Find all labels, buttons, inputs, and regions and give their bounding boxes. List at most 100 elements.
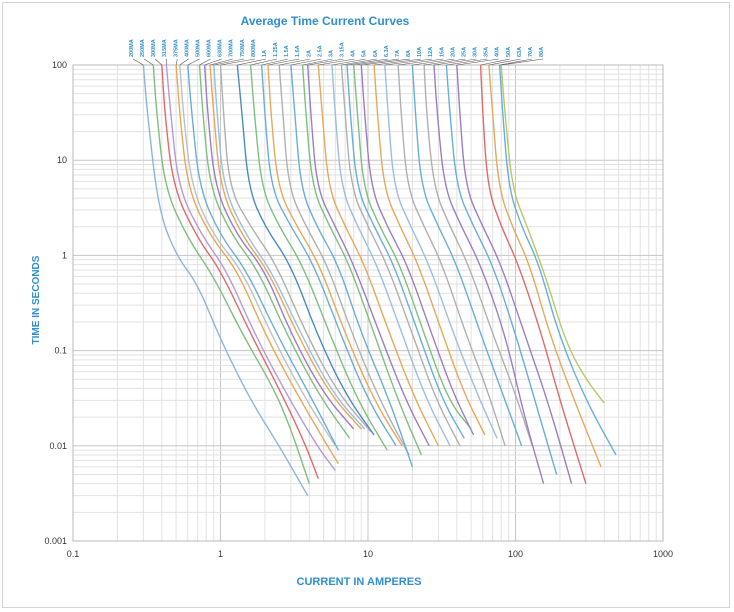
- leader-line: [361, 58, 411, 66]
- time-current-chart: 200MA 250MA 300MA 315MA 375MA 400MA 500MA 600MA…: [31, 14, 673, 588]
- curve-label: 3.15A: [340, 42, 346, 57]
- leader-line: [290, 58, 322, 66]
- curve-label: 1.5A: [284, 45, 290, 57]
- curve-200ma: [142, 64, 309, 496]
- grid: [72, 64, 664, 542]
- curve-12a: [384, 64, 498, 439]
- leader-line: [143, 58, 154, 66]
- curve-label: 250MA: [140, 39, 146, 57]
- curve-1a: [236, 64, 375, 436]
- curve-label: 35A: [484, 47, 490, 57]
- curve-250ma: [152, 64, 310, 484]
- curve-label: 50A: [506, 47, 512, 57]
- curves: [142, 64, 617, 496]
- label-leaders: [132, 58, 544, 66]
- curve-label: 5A: [362, 50, 368, 57]
- curve-label: 800MA: [251, 39, 257, 57]
- leader-line: [446, 58, 488, 66]
- curve-label: 3A: [328, 50, 334, 57]
- curve-label: 15A: [439, 47, 445, 57]
- leader-line: [501, 58, 544, 66]
- curve-70a: [498, 64, 617, 456]
- chart-title: Average Time Current Curves: [241, 14, 410, 28]
- leader-line: [199, 58, 211, 66]
- leader-line: [175, 58, 178, 66]
- leader-line: [346, 58, 388, 66]
- curve-label: 1.6A: [295, 45, 301, 57]
- curve-700ma: [209, 64, 362, 430]
- curve-label: 2.5A: [317, 45, 323, 57]
- curve-40a: [456, 64, 573, 484]
- curve-30a: [433, 64, 545, 484]
- plot-border: [72, 64, 664, 542]
- leader-line: [499, 58, 532, 66]
- leader-line: [374, 58, 422, 66]
- curve-3-15a: [307, 64, 430, 447]
- leader-line: [267, 58, 300, 66]
- curve-label: 7A: [395, 50, 401, 57]
- x-tick-label: 10: [363, 549, 373, 559]
- y-tick-label: 1: [62, 250, 67, 260]
- curve-25a: [423, 64, 533, 447]
- curve-15a: [397, 64, 506, 447]
- curve-label: 80A: [539, 47, 545, 57]
- leader-line: [398, 58, 444, 66]
- x-tick-label: 100: [508, 549, 523, 559]
- leader-line: [250, 58, 278, 66]
- leader-line: [412, 58, 455, 66]
- curve-label: 500MA: [195, 39, 201, 57]
- leader-line: [261, 58, 289, 66]
- curve-label: 200MA: [129, 39, 135, 57]
- curve-20a: [411, 64, 523, 447]
- curve-1-6a: [267, 64, 403, 447]
- y-tick-label: 0.01: [49, 441, 67, 451]
- curve-1-25a: [249, 64, 388, 451]
- curve-2-5a: [290, 64, 414, 468]
- curve-3a: [301, 64, 423, 456]
- curve-label: 25A: [461, 47, 467, 57]
- curve-750ma: [213, 64, 366, 430]
- curve-label: 63A: [517, 47, 523, 57]
- curve-label: 375MA: [173, 39, 179, 57]
- curve-600ma: [198, 64, 351, 439]
- curve-label: 300MA: [151, 39, 157, 57]
- curve-label: 750MA: [240, 39, 246, 57]
- curve-800ma: [219, 64, 372, 433]
- curve-label: 10A: [417, 47, 423, 57]
- leader-line: [210, 58, 233, 66]
- curve-label: 8A: [406, 50, 412, 57]
- curve-label: 4A: [351, 50, 357, 57]
- leader-line: [384, 58, 433, 66]
- curve-label: 700MA: [229, 39, 235, 57]
- curve-6-3a: [346, 64, 465, 439]
- curve-label: 70A: [528, 47, 534, 57]
- curve-label: 30A: [473, 47, 479, 57]
- curve-6a: [340, 64, 461, 447]
- curve-63a: [488, 64, 602, 468]
- curve-label: 2A: [306, 50, 312, 57]
- leader-line: [204, 58, 222, 66]
- curve-375ma: [175, 64, 339, 464]
- leader-line: [307, 58, 344, 66]
- curve-35a: [445, 64, 558, 475]
- curve-2a: [278, 64, 410, 456]
- curve-label: 20A: [450, 47, 456, 57]
- y-tick-label: 10: [57, 155, 67, 165]
- curve-8a: [360, 64, 475, 436]
- leader-line: [480, 58, 510, 66]
- tick-labels: 0.1 1 10 100 1000 0.001 0.01 0.1 1 10 100: [44, 60, 673, 559]
- leader-line: [179, 58, 189, 66]
- leader-line: [132, 58, 144, 66]
- leader-line: [237, 58, 267, 66]
- leader-line: [456, 58, 499, 66]
- leader-line: [187, 58, 200, 66]
- curve-label: 1A: [262, 50, 268, 57]
- curve-80a: [500, 64, 605, 404]
- curve-630ma: [203, 64, 355, 430]
- leader-line: [433, 58, 477, 66]
- curve-4a: [317, 64, 440, 447]
- x-axis-label: CURRENT IN AMPERES: [297, 576, 422, 588]
- curve-300ma: [161, 64, 319, 480]
- curve-label: 630MA: [218, 39, 224, 57]
- leader-line: [213, 58, 244, 66]
